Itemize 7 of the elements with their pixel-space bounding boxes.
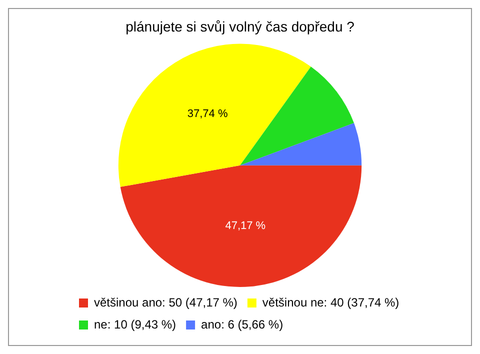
legend-label: ano: 6 (5,66 %): [201, 317, 284, 332]
data-label: 47,17 %: [225, 220, 266, 232]
chart-title: plánujete si svůj volný čas dopředu ?: [126, 18, 355, 34]
data-label: 37,74 %: [187, 108, 228, 120]
legend-label: ne: 10 (9,43 %): [94, 317, 176, 332]
legend-label: většinou ano: 50 (47,17 %): [94, 295, 238, 310]
legend-label: většinou ne: 40 (37,74 %): [262, 295, 400, 310]
